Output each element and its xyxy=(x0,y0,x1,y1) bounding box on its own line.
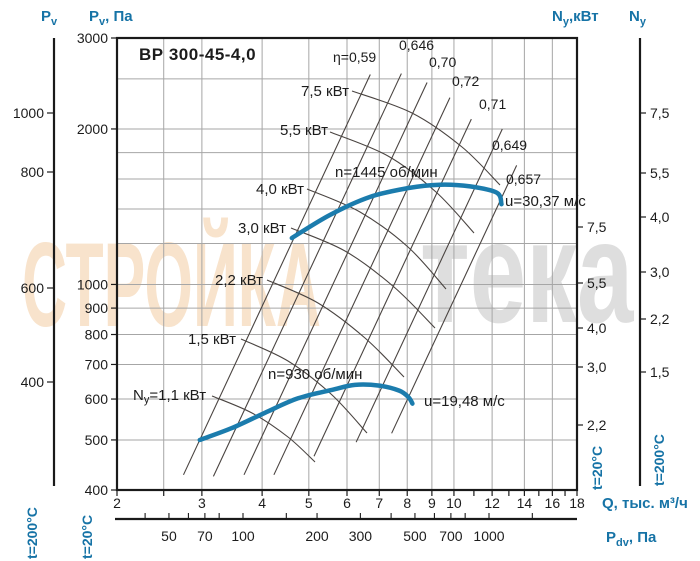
right-inner-tick-label: 2,2 xyxy=(587,417,607,433)
q-tick-label: 14 xyxy=(517,495,533,511)
power-label: 5,5 кВт xyxy=(280,122,328,139)
q-tick-label: 12 xyxy=(484,495,500,511)
power-label: 2,2 кВт xyxy=(215,272,263,289)
q-axis xyxy=(116,490,578,496)
pdv-tick-label: 700 xyxy=(439,528,463,544)
right-outer-tick-label: 2,2 xyxy=(650,311,670,327)
efficiency-line xyxy=(355,128,503,443)
left-outer-tick-label: 1000 xyxy=(13,105,44,121)
power-curve xyxy=(306,188,447,290)
power-label: 1,5 кВт xyxy=(188,331,236,348)
pdv-tick-label: 50 xyxy=(161,528,177,544)
temp-label-t200-right: t=200°C xyxy=(651,434,667,486)
efficiency-line xyxy=(182,74,371,476)
p-tick-label: 400 xyxy=(85,482,109,498)
axis-label-pv-outer: Pv xyxy=(41,8,58,28)
pdv-tick-label: 200 xyxy=(305,528,329,544)
q-tick-label: 18 xyxy=(569,495,585,511)
p-tick-label: 800 xyxy=(85,327,109,343)
left-outer-tick-label: 800 xyxy=(21,164,45,180)
efficiency-line xyxy=(273,97,451,476)
power-curve xyxy=(351,90,501,186)
pdv-tick-label: 70 xyxy=(197,528,213,544)
pdv-tick-label: 1000 xyxy=(473,528,504,544)
q-tick-label: 8 xyxy=(403,495,411,511)
power-curve xyxy=(240,338,368,434)
p-tick-label: 500 xyxy=(85,432,109,448)
right-inner-tick-label: 4,0 xyxy=(587,320,607,336)
right-inner-tick-label: 5,5 xyxy=(587,275,607,291)
annotation: u=19,48 м/с xyxy=(424,393,505,410)
annotation: u=30,37 м/с xyxy=(505,193,586,210)
power-label: 4,0 кВт xyxy=(256,181,304,198)
eta-label: 0,649 xyxy=(492,137,527,153)
watermark-grey: тека xyxy=(420,191,634,353)
power-label: 3,0 кВт xyxy=(238,220,286,237)
fan-curve-930 xyxy=(197,382,415,443)
fan-curves xyxy=(197,182,504,443)
axis-label-q: Q, тыс. м³/ч xyxy=(602,495,688,512)
q-tick-label: 10 xyxy=(446,495,462,511)
right-inner-tick-label: 7,5 xyxy=(587,219,607,235)
temp-label-t20-right: t=20°C xyxy=(589,445,605,490)
axis-label-ny-outer: Ny xyxy=(629,8,646,28)
eta-label: η=0,59 xyxy=(333,49,376,65)
p-tick-label: 3000 xyxy=(77,30,108,46)
p-tick-label: 600 xyxy=(85,391,109,407)
efficiency-line xyxy=(313,118,472,457)
q-tick-label: 7 xyxy=(375,495,383,511)
right-outer-tick-label: 4,0 xyxy=(650,209,670,225)
eta-label: 0,72 xyxy=(452,73,479,89)
p-axis xyxy=(111,37,117,491)
q-tick-label: 6 xyxy=(343,495,351,511)
right-outer-tick-label: 1,5 xyxy=(650,364,670,380)
p-tick-label: 2000 xyxy=(77,121,108,137)
right-outer-tick-label: 3,0 xyxy=(650,264,670,280)
annotation: n=1445 об/мин xyxy=(335,164,438,181)
fan-curve-1445 xyxy=(289,182,504,241)
q-tick-label: 4 xyxy=(258,495,266,511)
pdv-tick-label: 300 xyxy=(349,528,373,544)
power-curve xyxy=(329,131,475,234)
efficiency-line xyxy=(391,165,518,434)
pdv-tick-label: 100 xyxy=(231,528,255,544)
temp-label-t200-left: t=200°C xyxy=(24,507,40,559)
q-tick-label: 3 xyxy=(198,495,206,511)
right-outer-tick-label: 7,5 xyxy=(650,105,670,121)
eta-label: 0,657 xyxy=(506,171,541,187)
p-tick-label: 900 xyxy=(85,300,109,316)
q-tick-label: 16 xyxy=(545,495,561,511)
power-label: 7,5 кВт xyxy=(301,83,349,100)
power-curve xyxy=(211,395,316,463)
axis-label-pv-pa: Pv, Па xyxy=(89,8,133,28)
power-label: Ny=1,1 кВт xyxy=(133,387,206,406)
power-curve xyxy=(266,279,405,378)
axis-label-ny-kvt: Ny,кВт xyxy=(552,8,599,28)
gridlines xyxy=(117,38,577,490)
power-curve xyxy=(290,227,436,329)
p-tick-label: 700 xyxy=(85,356,109,372)
p-tick-label: 1000 xyxy=(77,276,108,292)
annotation: n=930 об/мин xyxy=(268,366,362,383)
power-curves xyxy=(211,90,501,463)
left-outer-tick-label: 400 xyxy=(21,374,45,390)
eta-label: 0,70 xyxy=(429,54,456,70)
left-outer-tick-label: 600 xyxy=(21,280,45,296)
q-tick-label: 9 xyxy=(428,495,436,511)
chart-title: ВР 300-45-4,0 xyxy=(139,45,257,64)
eta-label: 0,71 xyxy=(479,96,506,112)
q-tick-label: 5 xyxy=(305,495,313,511)
temp-label-t20-left: t=20°C xyxy=(79,514,95,559)
watermark-orange: СТРОЙКА xyxy=(22,218,321,352)
q-tick-label: 2 xyxy=(113,495,121,511)
pdv-tick-label: 500 xyxy=(403,528,427,544)
axis-label-pdv: Pdv, Па xyxy=(606,529,657,549)
eta-label: 0,646 xyxy=(399,37,434,53)
right-inner-tick-label: 3,0 xyxy=(587,359,607,375)
right-outer-tick-label: 5,5 xyxy=(650,165,670,181)
